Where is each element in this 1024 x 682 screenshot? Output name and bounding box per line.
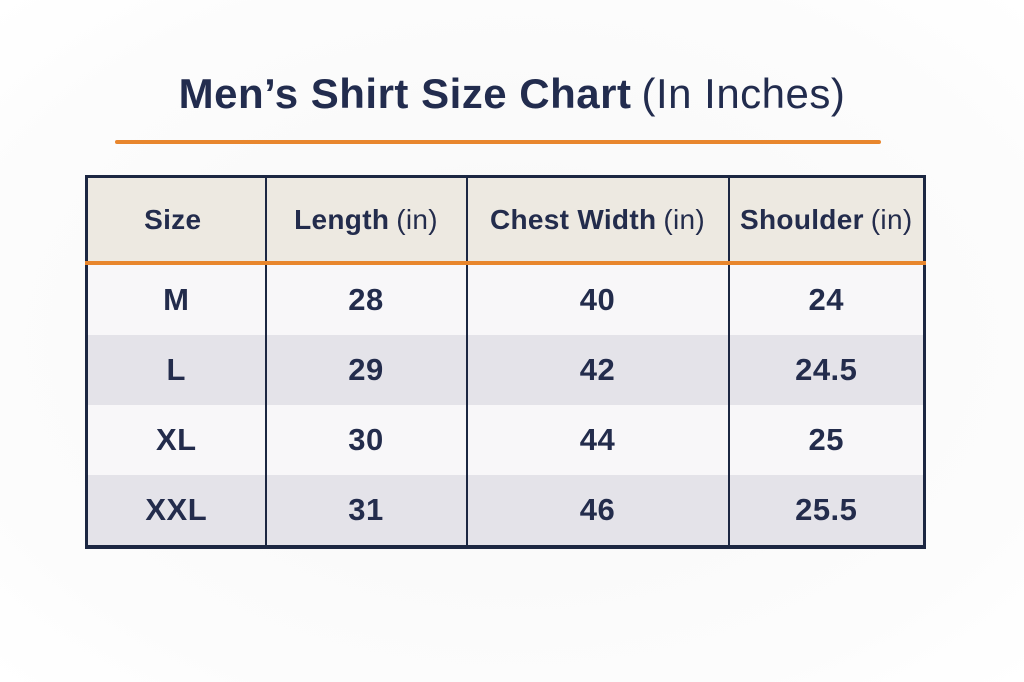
title-underline [115, 140, 881, 144]
shoulder-cell: 25.5 [727, 475, 926, 547]
table-row-l: L 29 42 24.5 [85, 335, 926, 405]
column-header-shoulder: Shoulder (in) [727, 176, 926, 265]
table-row-xxl: XXL 31 46 25.5 [85, 475, 926, 547]
size-cell: L [85, 335, 267, 405]
column-header-size: Size [85, 176, 267, 265]
column-header-size-label: Size [144, 203, 202, 235]
length-cell: 28 [264, 263, 468, 335]
size-chart-table: Size Length (in) Chest Width (in) Shoulder… [85, 175, 926, 549]
shoulder-cell: 25 [727, 405, 926, 475]
table-row-xl: XL 30 44 25 [85, 405, 926, 475]
shoulder-cell: 24 [727, 263, 926, 335]
chest-width-cell: 46 [465, 475, 730, 547]
page-title: Men’s Shirt Size Chart (In Inches) [0, 70, 1024, 118]
page-title-main: Men’s Shirt Size Chart [178, 70, 632, 117]
size-cell: XL [85, 405, 267, 475]
table-header: Size Length (in) Chest Width (in) Shoulder… [85, 176, 926, 265]
column-header-length-unit: (in) [396, 203, 438, 235]
page-title-suffix: (In Inches) [641, 70, 846, 117]
chest-width-cell: 42 [465, 335, 730, 405]
column-header-length: Length (in) [264, 176, 468, 265]
shoulder-cell: 24.5 [727, 335, 926, 405]
column-header-chest-width-label: Chest Width [489, 203, 657, 235]
length-cell: 31 [264, 475, 468, 547]
length-cell: 30 [264, 405, 468, 475]
table-row-m: M 28 40 24 [85, 263, 926, 335]
column-header-length-label: Length [294, 203, 390, 235]
column-header-shoulder-label: Shoulder [740, 203, 864, 235]
table-body: M 28 40 24 L 29 42 24.5 XL 30 44 25 XXL … [85, 263, 926, 547]
size-cell: M [85, 263, 267, 335]
chest-width-cell: 44 [465, 405, 730, 475]
header-row: Size Length (in) Chest Width (in) Shoulder… [85, 176, 926, 265]
length-cell: 29 [264, 335, 468, 405]
column-header-chest-width: Chest Width (in) [465, 176, 730, 265]
column-header-shoulder-unit: (in) [870, 203, 913, 235]
column-header-chest-width-unit: (in) [663, 203, 706, 235]
chest-width-cell: 40 [465, 263, 730, 335]
size-cell: XXL [85, 475, 267, 547]
